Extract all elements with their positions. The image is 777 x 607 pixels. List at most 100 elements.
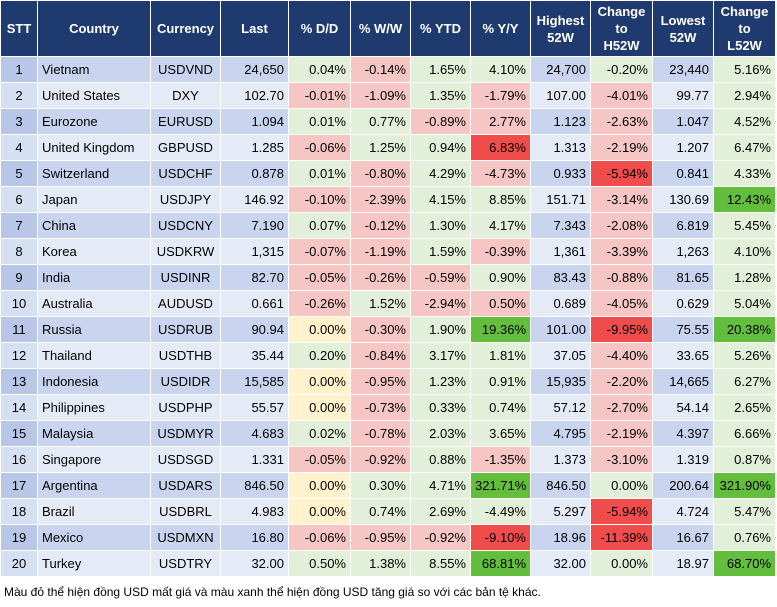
table-cell: -9.95% [590,316,653,343]
table-cell: USDMXN [150,524,221,551]
table-cell: 1 [0,56,38,83]
table-cell: USDMYR [150,420,221,447]
currency-table: STT Country Currency Last% D/D% W/W% YTD% Y… [0,0,776,577]
table-cell: -5.94% [590,498,653,525]
table-cell: -0.84% [350,342,411,369]
table-cell: 0.07% [288,212,351,239]
header-cell: Currency [150,0,221,57]
table-cell: 24,650 [220,56,289,83]
table-cell: 8.85% [470,186,531,213]
table-cell: 1.59% [410,238,471,265]
table-cell: 32.00 [220,550,289,577]
table-cell: 4.33% [713,160,776,187]
table-cell: 146.92 [220,186,289,213]
table-cell: 32.00 [530,550,591,577]
table-cell: 10 [0,290,38,317]
table-cell: -0.07% [288,238,351,265]
table-cell: USDRUB [150,316,221,343]
table-cell: 0.33% [410,394,471,421]
table-cell: -0.88% [590,264,653,291]
table-cell: 19.36% [470,316,531,343]
table-body: 1 Vietnam USDVND 24,650 0.04% -0.14% 1.65% 4.10… [0,56,776,577]
table-cell: 7.190 [220,212,289,239]
table-cell: 12 [0,342,38,369]
table-cell: 1.207 [652,134,714,161]
table-cell: 4.683 [220,420,289,447]
table-cell: -0.06% [288,134,351,161]
header-cell: STT [0,0,38,57]
table-cell: Russia [37,316,151,343]
table-cell: 15,935 [530,368,591,395]
table-cell: Mexico [37,524,151,551]
table-cell: 0.74% [350,498,411,525]
table-cell: 4.10% [470,56,531,83]
footnote: Màu đỏ thể hiện đồng USD mất giá và màu … [4,585,541,599]
table-cell: -2.63% [590,108,653,135]
table-cell: 4.71% [410,472,471,499]
header-cell: Last [220,0,289,57]
table-cell: USDCNY [150,212,221,239]
table-cell: 4.17% [470,212,531,239]
table-cell: 101.00 [530,316,591,343]
table-cell: 0.00% [288,498,351,525]
table-cell: 57.12 [530,394,591,421]
table-row: 17 Argentina USDARS 846.50 0.00% 0.30% 4.71% 32… [0,472,776,499]
table-cell: -1.79% [470,82,531,109]
table-cell: 0.878 [220,160,289,187]
table-cell: -0.59% [410,264,471,291]
table-cell: 0.841 [652,160,714,187]
table-cell: 83.43 [530,264,591,291]
table-cell: 0.94% [410,134,471,161]
table-cell: -0.78% [350,420,411,447]
table-cell: -0.12% [350,212,411,239]
table-cell: USDTHB [150,342,221,369]
table-row: 16 Singapore USDSGD 1.331 -0.05% -0.92% 0.88% -… [0,446,776,473]
table-cell: EURUSD [150,108,221,135]
table-cell: -4.40% [590,342,653,369]
table-cell: 8 [0,238,38,265]
table-cell: 14 [0,394,38,421]
table-row: 9 India USDINR 82.70 -0.05% -0.26% -0.59% 0.90%… [0,264,776,291]
table-cell: 2.03% [410,420,471,447]
table-cell: 0.02% [288,420,351,447]
table-cell: -4.05% [590,290,653,317]
table-cell: USDVND [150,56,221,83]
table-cell: 4.795 [530,420,591,447]
table-cell: -1.35% [470,446,531,473]
table-cell: 1.90% [410,316,471,343]
table-cell: 1.094 [220,108,289,135]
table-cell: 5.04% [713,290,776,317]
table-cell: 102.70 [220,82,289,109]
table-cell: 130.69 [652,186,714,213]
table-cell: -2.20% [590,368,653,395]
table-cell: 1,315 [220,238,289,265]
table-cell: Malaysia [37,420,151,447]
header-cell: % W/W [350,0,411,57]
table-cell: 54.14 [652,394,714,421]
table-cell: 5.47% [713,498,776,525]
table-cell: 4.15% [410,186,471,213]
table-cell: 16 [0,446,38,473]
table-cell: USDPHP [150,394,221,421]
table-cell: 2.77% [470,108,531,135]
header-cell: Change to H52W [590,0,653,57]
table-cell: 4.724 [652,498,714,525]
table-cell: 0.689 [530,290,591,317]
table-cell: 18.96 [530,524,591,551]
table-row: 4 United Kingdom GBPUSD 1.285 -0.06% 1.25% 0.9… [0,134,776,161]
table-cell: 6.819 [652,212,714,239]
table-cell: 2.69% [410,498,471,525]
table-cell: 35.44 [220,342,289,369]
table-cell: Australia [37,290,151,317]
table-cell: Argentina [37,472,151,499]
table-cell: 8.55% [410,550,471,577]
table-cell: -2.08% [590,212,653,239]
table-cell: -0.20% [590,56,653,83]
table-cell: 4.10% [713,238,776,265]
table-cell: 321.90% [713,472,776,499]
table-cell: 81.65 [652,264,714,291]
table-cell: Vietnam [37,56,151,83]
table-cell: 846.50 [530,472,591,499]
table-cell: 6.27% [713,368,776,395]
table-cell: 0.76% [713,524,776,551]
